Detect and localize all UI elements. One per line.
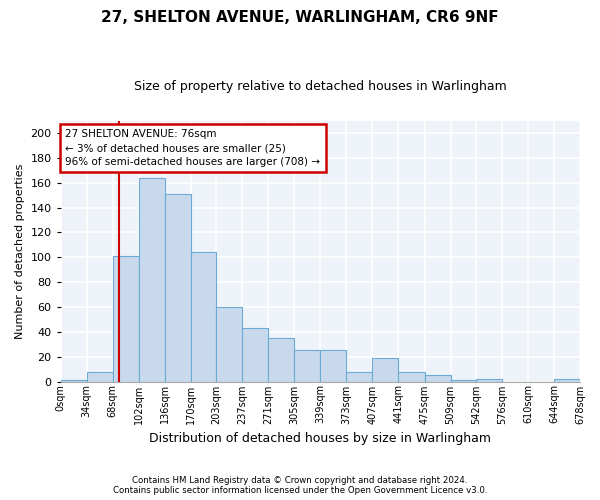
Bar [191,252,216,382]
Title: Size of property relative to detached houses in Warlingham: Size of property relative to detached ho… [134,80,507,93]
Bar [87,372,113,382]
Text: Contains HM Land Registry data © Crown copyright and database right 2024.
Contai: Contains HM Land Registry data © Crown c… [113,476,487,495]
Bar [346,372,373,382]
Bar [139,178,165,382]
Y-axis label: Number of detached properties: Number of detached properties [15,164,25,338]
Bar [398,372,425,382]
Bar [373,358,398,382]
Bar [320,350,346,382]
Bar [476,379,502,382]
Bar [554,379,580,382]
Bar [216,307,242,382]
Bar [165,194,191,382]
Text: 27, SHELTON AVENUE, WARLINGHAM, CR6 9NF: 27, SHELTON AVENUE, WARLINGHAM, CR6 9NF [101,10,499,25]
Bar [61,380,87,382]
Bar [425,376,451,382]
Bar [242,328,268,382]
X-axis label: Distribution of detached houses by size in Warlingham: Distribution of detached houses by size … [149,432,491,445]
Bar [451,380,476,382]
Text: 27 SHELTON AVENUE: 76sqm
← 3% of detached houses are smaller (25)
96% of semi-de: 27 SHELTON AVENUE: 76sqm ← 3% of detache… [65,130,320,168]
Bar [295,350,320,382]
Bar [113,256,139,382]
Bar [268,338,295,382]
